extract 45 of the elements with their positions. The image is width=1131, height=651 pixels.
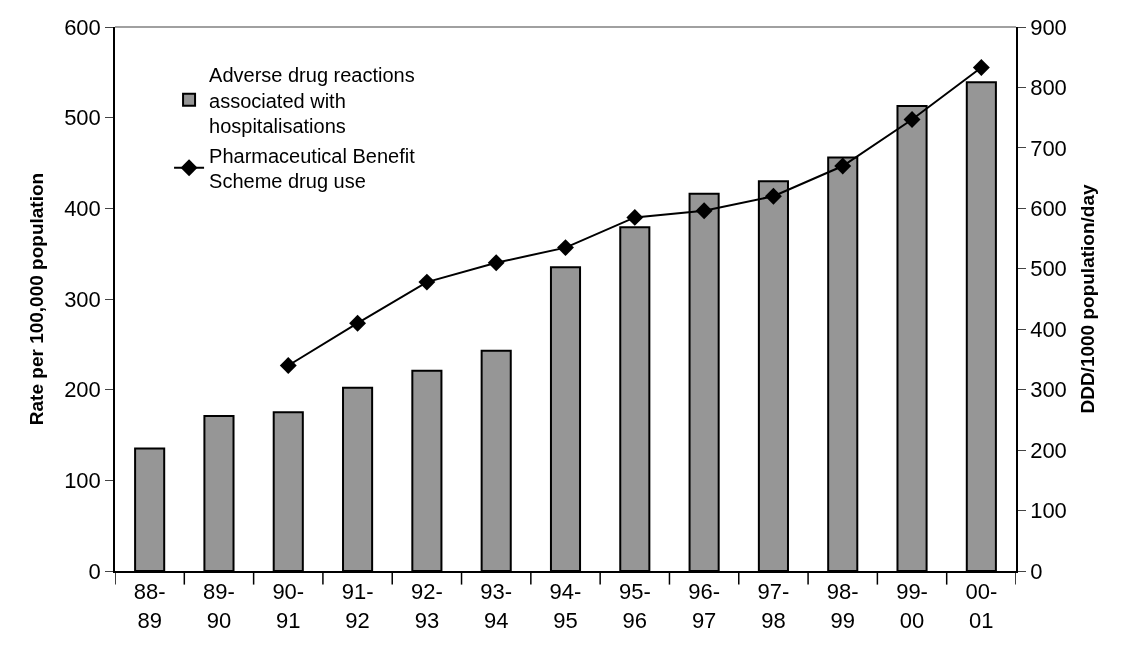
y2-tick-label: 0 [1030, 558, 1043, 584]
y-tick-label: 600 [64, 14, 101, 40]
point [695, 202, 713, 220]
x-tick-label: 99-00 [896, 579, 928, 633]
legend-label: Pharmaceutical Benefit Scheme drug use [209, 144, 416, 193]
point [279, 357, 297, 374]
y2-tick-label: 200 [1030, 437, 1067, 463]
y-axis-title: Rate per 100,000 population [26, 172, 48, 426]
y2-tick-label: 400 [1030, 316, 1067, 342]
y-tick-label: 500 [64, 105, 101, 131]
point [418, 273, 436, 291]
point [972, 59, 990, 76]
point [557, 239, 574, 257]
x-tick-label: 90-91 [272, 579, 305, 633]
y-tick-label: 100 [64, 468, 101, 494]
x-tick-label: 97-98 [757, 579, 790, 633]
x-tick-label: 89-90 [203, 579, 235, 633]
y2-tick-label: 600 [1030, 196, 1067, 222]
x-tick-label: 92-93 [410, 579, 443, 633]
y-tick-label: 200 [64, 377, 101, 403]
point [349, 314, 367, 332]
y2-axis-title: DDD/1000 population/day [1077, 184, 1099, 414]
point [903, 111, 921, 128]
x-tick-label: 96-97 [688, 579, 721, 633]
y2-tick-label: 800 [1030, 75, 1067, 101]
point [487, 254, 505, 272]
y2-tick-label: 500 [1030, 256, 1067, 282]
y2-tick-label: 700 [1030, 135, 1067, 161]
x-tick-label: 94-95 [549, 579, 582, 633]
point [626, 208, 644, 226]
x-tick-label: 98-99 [826, 579, 859, 633]
x-tick-label: 93-94 [480, 579, 513, 633]
y-tick-label: 400 [64, 196, 101, 222]
x-tick-label: 00-01 [965, 579, 998, 633]
x-tick-label: 91-92 [341, 579, 374, 633]
y2-tick-label: 900 [1030, 14, 1067, 40]
point [834, 157, 852, 175]
y2-tick-label: 300 [1030, 377, 1067, 403]
y-tick-label: 0 [88, 558, 101, 584]
point [764, 187, 782, 205]
x-tick-label: 88-89 [133, 579, 166, 633]
y-tick-label: 300 [64, 286, 101, 312]
y2-tick-label: 100 [1030, 498, 1067, 524]
legend-label: Adverse drug reactions associated with hospitalisations [209, 63, 415, 138]
x-tick-label: 95-96 [618, 579, 651, 633]
